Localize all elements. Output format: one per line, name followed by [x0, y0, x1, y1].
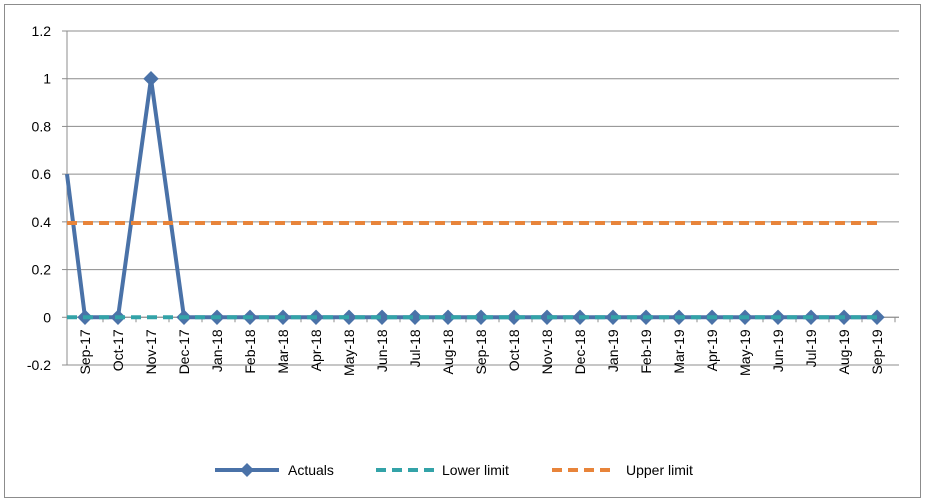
x-tick-label: Jul-18 [407, 329, 423, 367]
chart-frame: 1.2 1 0.8 0.6 0.4 0.2 0 -0.2 Sep-17 Oct-17 Nov-17… [4, 4, 921, 498]
x-tick-label: Dec-18 [572, 329, 588, 374]
x-tick-label: May-19 [737, 329, 753, 376]
x-tick-label: Feb-18 [242, 329, 258, 374]
x-tick-label: Jun-18 [374, 329, 390, 372]
x-tick-label: Feb-19 [638, 329, 654, 374]
x-tick-label: Oct-18 [506, 329, 522, 371]
y-tick-label: 1.2 [32, 23, 52, 39]
legend-marker-actuals [240, 463, 254, 477]
y-tick-label: 1 [43, 71, 51, 87]
y-tick-label: -0.2 [27, 357, 51, 373]
x-tick-label: Nov-17 [143, 329, 159, 374]
x-tick-label: May-18 [341, 329, 357, 376]
x-tick-label: Apr-19 [704, 329, 720, 371]
x-tick-label: Sep-17 [77, 329, 93, 374]
legend: Actuals Lower limit Upper limit [215, 462, 693, 478]
y-tick-label: 0.2 [32, 262, 52, 278]
x-tick-label: Jun-19 [770, 329, 786, 372]
x-tick-label: Aug-18 [440, 329, 456, 374]
data-point-actuals [506, 309, 522, 325]
x-tick-label: Jul-19 [803, 329, 819, 367]
x-tick-label: Dec-17 [176, 329, 192, 374]
legend-label-actuals: Actuals [288, 462, 334, 478]
y-tick-label: 0.4 [32, 214, 52, 230]
x-tick-label: Mar-19 [671, 329, 687, 374]
series-line-actuals [65, 76, 877, 320]
data-point-actuals [473, 309, 489, 325]
x-tick-label: Jan-18 [209, 329, 225, 372]
y-tick-label: 0.6 [32, 166, 52, 182]
series-lines [65, 71, 885, 325]
legend-label-upper-limit: Upper limit [626, 462, 693, 478]
y-axis-ticks: 1.2 1 0.8 0.6 0.4 0.2 0 -0.2 [27, 23, 68, 373]
x-tick-label: Sep-19 [869, 329, 885, 374]
data-point-actuals [440, 309, 456, 325]
line-chart: 1.2 1 0.8 0.6 0.4 0.2 0 -0.2 Sep-17 Oct-17 Nov-17… [27, 23, 899, 478]
x-tick-label: Apr-18 [308, 329, 324, 371]
x-tick-label: Mar-18 [275, 329, 291, 374]
x-tick-label: Aug-19 [836, 329, 852, 374]
x-tick-label: Oct-17 [110, 329, 126, 371]
data-point-actuals [374, 309, 390, 325]
data-point-actuals [143, 71, 159, 87]
x-tick-label: Nov-18 [539, 329, 555, 374]
legend-label-lower-limit: Lower limit [442, 462, 509, 478]
x-tick-label: Jan-19 [605, 329, 621, 372]
x-axis: Sep-17 Oct-17 Nov-17 Dec-17 Jan-18 Feb-18 Mar-… [66, 316, 899, 376]
y-tick-label: 0.8 [32, 118, 52, 134]
data-point-actuals [407, 309, 423, 325]
y-tick-label: 0 [43, 309, 51, 325]
x-tick-label: Sep-18 [473, 329, 489, 374]
